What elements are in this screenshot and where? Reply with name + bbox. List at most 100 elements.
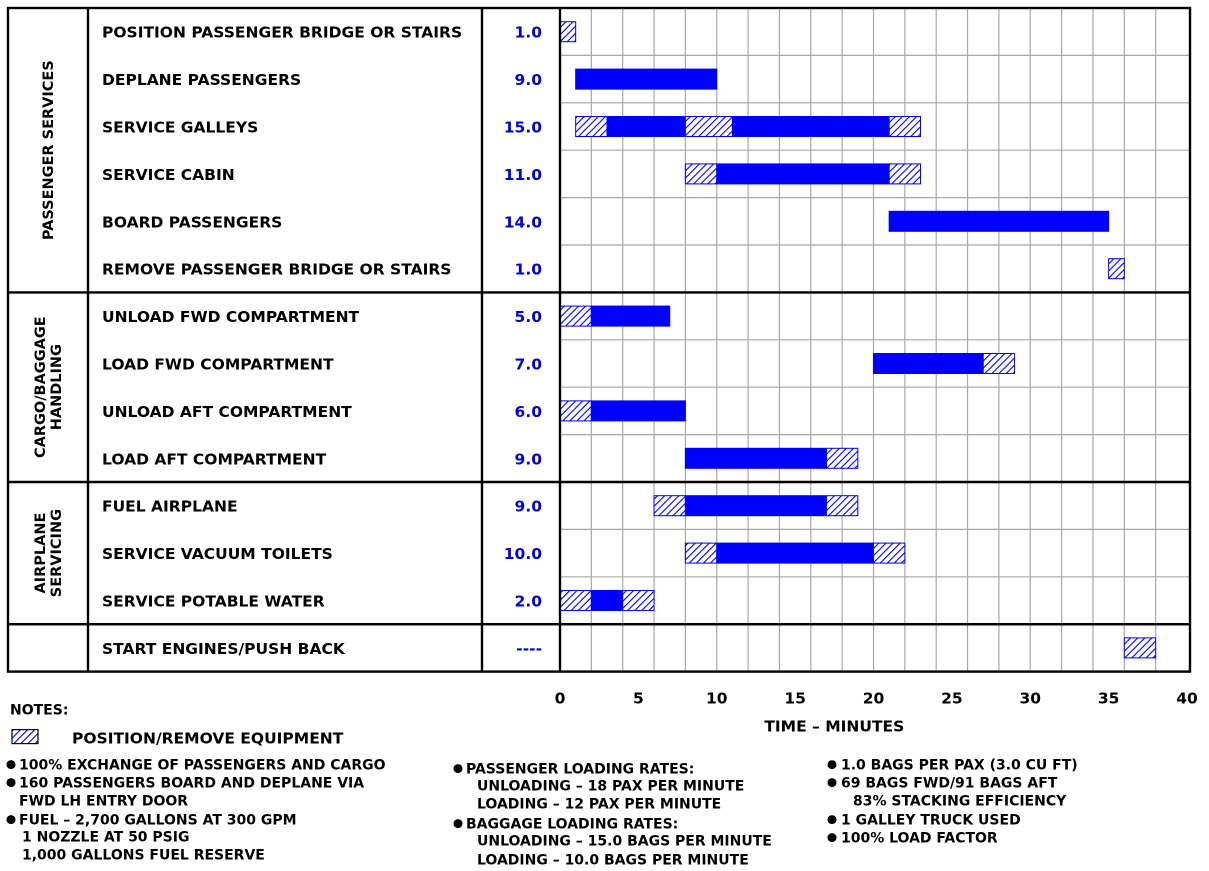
note-bullet xyxy=(6,760,16,770)
x-axis-title: TIME – MINUTES xyxy=(764,718,904,736)
equipment-bar-segment xyxy=(1123,637,1157,659)
notes-heading: NOTES: xyxy=(10,703,68,719)
task-duration: 2.0 xyxy=(515,593,543,611)
equipment-bar-segment xyxy=(888,163,922,185)
group-label: AIRPLANESERVICING xyxy=(33,509,65,597)
task-label: LOAD AFT COMPARTMENT xyxy=(102,450,327,468)
group-label-line: PASSENGER SERVICES xyxy=(41,60,57,240)
group-label-line: AIRPLANE xyxy=(33,513,49,594)
task-bar-segment xyxy=(590,590,624,611)
note-bullet xyxy=(827,815,837,825)
equipment-bar-segment xyxy=(575,116,608,137)
note-text: 1 GALLEY TRUCK USED xyxy=(841,813,1021,829)
x-tick-label: 30 xyxy=(1019,690,1041,708)
equipment-bar-segment xyxy=(1108,258,1125,280)
note-text: UNLOADING – 15.0 BAGS PER MINUTE xyxy=(477,834,772,850)
equipment-legend-label: POSITION/REMOVE EQUIPMENT xyxy=(72,730,344,748)
task-label: LOAD FWD COMPARTMENT xyxy=(102,356,334,374)
task-bar-segment xyxy=(590,305,671,327)
group-label-line: HANDLING xyxy=(49,344,65,430)
task-label: UNLOAD AFT COMPARTMENT xyxy=(102,403,352,421)
note-text: 1,000 GALLONS FUEL RESERVE xyxy=(22,848,265,864)
task-bar-segment xyxy=(873,353,984,374)
note-text: 100% LOAD FACTOR xyxy=(841,831,998,847)
task-duration: ---- xyxy=(516,640,542,658)
task-bar-segment xyxy=(590,400,686,422)
task-label: SERVICE VACUUM TOILETS xyxy=(102,545,333,563)
task-label: POSITION PASSENGER BRIDGE OR STAIRS xyxy=(102,24,462,42)
x-tick-label: 0 xyxy=(555,690,566,708)
note-text: UNLOADING – 18 PAX PER MINUTE xyxy=(477,779,744,795)
x-tick-label: 15 xyxy=(784,690,806,708)
task-label: REMOVE PASSENGER BRIDGE OR STAIRS xyxy=(102,261,451,279)
task-bar-segment xyxy=(716,542,874,564)
note-text: 1.0 BAGS PER PAX (3.0 CU FT) xyxy=(841,758,1078,774)
task-bar-segment xyxy=(575,68,718,90)
equipment-bar-segment xyxy=(653,495,686,517)
equipment-bar-segment xyxy=(684,116,733,137)
note-text: 1 NOZZLE AT 50 PSIG xyxy=(22,830,189,846)
equipment-bar-segment xyxy=(982,353,1016,374)
task-duration: 9.0 xyxy=(515,498,543,516)
note-text: PASSENGER LOADING RATES: xyxy=(466,762,694,778)
task-label: START ENGINES/PUSH BACK xyxy=(102,640,346,658)
task-duration: 9.0 xyxy=(515,450,543,468)
task-duration: 11.0 xyxy=(504,166,542,184)
task-bar-segment xyxy=(731,116,890,137)
task-duration: 10.0 xyxy=(504,545,542,563)
group-label: PASSENGER SERVICES xyxy=(41,60,57,240)
task-label: FUEL AIRPLANE xyxy=(102,498,238,516)
task-bar-segment xyxy=(888,210,1110,232)
equipment-bar-segment xyxy=(559,305,592,327)
task-bar-segment xyxy=(684,495,827,517)
note-bullet xyxy=(6,815,16,825)
equipment-bar-segment xyxy=(825,447,859,469)
task-label: BOARD PASSENGERS xyxy=(102,213,282,231)
x-tick-label: 25 xyxy=(941,690,963,708)
x-tick-label: 5 xyxy=(633,690,644,708)
task-duration: 15.0 xyxy=(504,119,542,137)
note-text: LOADING – 12 PAX PER MINUTE xyxy=(477,797,721,813)
equipment-bar-segment xyxy=(684,163,718,185)
group-label-line: CARGO/BAGGAGE xyxy=(33,316,49,458)
task-bar-segment xyxy=(684,447,827,469)
note-bullet xyxy=(6,778,16,788)
equipment-legend-swatch xyxy=(11,728,39,745)
equipment-bar-segment xyxy=(622,590,655,611)
task-label: UNLOAD FWD COMPARTMENT xyxy=(102,308,360,326)
note-bullet xyxy=(453,819,463,829)
equipment-bar-segment xyxy=(559,590,592,611)
task-label: SERVICE CABIN xyxy=(102,166,235,184)
note-text: LOADING – 10.0 BAGS PER MINUTE xyxy=(477,853,749,869)
equipment-bar-segment xyxy=(825,495,859,517)
equipment-bar-segment xyxy=(559,400,592,422)
note-text: 83% STACKING EFFICIENCY xyxy=(853,794,1067,810)
group-label: CARGO/BAGGAGEHANDLING xyxy=(33,316,65,458)
group-label-line: SERVICING xyxy=(49,509,65,597)
chart-frame xyxy=(6,6,1192,673)
task-duration: 1.0 xyxy=(515,24,543,42)
task-label: SERVICE POTABLE WATER xyxy=(102,593,325,611)
note-bullet xyxy=(453,764,463,774)
task-duration: 7.0 xyxy=(515,356,543,374)
x-tick-label: 40 xyxy=(1176,690,1198,708)
task-duration: 9.0 xyxy=(515,71,543,89)
note-bullet xyxy=(827,778,837,788)
task-duration: 5.0 xyxy=(515,308,543,326)
equipment-bar-segment xyxy=(559,21,577,43)
note-bullet xyxy=(827,760,837,770)
task-label: DEPLANE PASSENGERS xyxy=(102,71,301,89)
task-duration: 1.0 xyxy=(515,261,543,279)
note-bullet xyxy=(827,833,837,843)
note-text: 69 BAGS FWD/91 BAGS AFT xyxy=(841,776,1058,792)
equipment-bar-segment xyxy=(888,116,922,137)
task-bar-segment xyxy=(606,116,686,137)
x-tick-label: 35 xyxy=(1098,690,1120,708)
x-tick-label: 10 xyxy=(706,690,728,708)
equipment-bar-segment xyxy=(684,542,718,564)
note-text: BAGGAGE LOADING RATES: xyxy=(466,817,678,833)
task-label: SERVICE GALLEYS xyxy=(102,119,258,137)
note-text: FUEL – 2,700 GALLONS AT 300 GPM xyxy=(19,813,297,829)
note-text: 160 PASSENGERS BOARD AND DEPLANE VIA xyxy=(19,776,364,792)
